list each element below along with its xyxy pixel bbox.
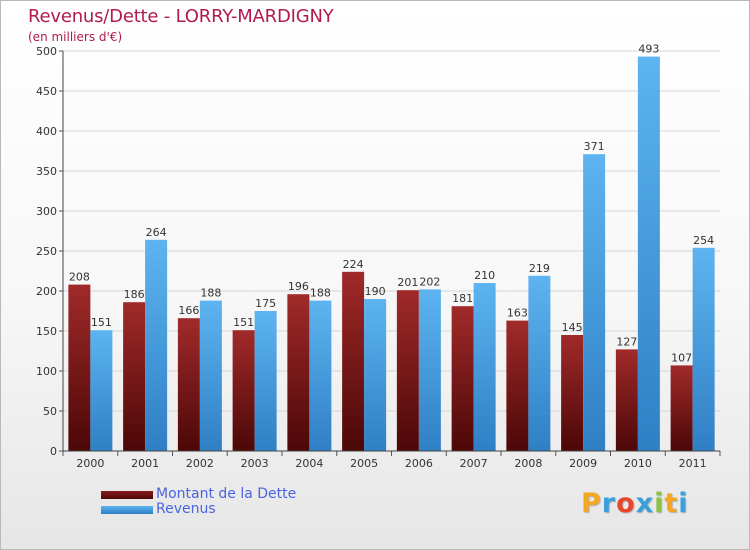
y-tick-label: 50 bbox=[43, 405, 57, 418]
bar-dette bbox=[561, 335, 584, 451]
y-tick-label: 150 bbox=[36, 325, 57, 338]
y-tick-label: 100 bbox=[36, 365, 57, 378]
bar-revenus bbox=[583, 154, 606, 451]
data-label-revenus: 151 bbox=[91, 316, 112, 329]
data-label-dette: 127 bbox=[616, 335, 637, 348]
data-label-dette: 201 bbox=[397, 276, 418, 289]
data-label-revenus: 219 bbox=[529, 262, 550, 275]
bar-dette bbox=[506, 320, 529, 451]
data-label-dette: 224 bbox=[343, 258, 364, 271]
data-label-revenus: 210 bbox=[474, 269, 495, 282]
data-label-revenus: 493 bbox=[638, 43, 659, 56]
bar-revenus bbox=[637, 56, 660, 451]
y-tick-label: 300 bbox=[36, 205, 57, 218]
data-label-dette: 186 bbox=[124, 288, 145, 301]
bar-dette bbox=[451, 306, 474, 451]
proxiti-logo[interactable]: Proxiti bbox=[581, 488, 689, 519]
data-label-revenus: 264 bbox=[146, 226, 167, 239]
y-tick-label: 500 bbox=[36, 45, 57, 58]
bar-revenus bbox=[309, 300, 332, 451]
legend-label-revenus: Revenus bbox=[156, 501, 216, 517]
bar-revenus bbox=[692, 247, 715, 451]
bar-revenus bbox=[90, 330, 113, 451]
data-label-dette: 163 bbox=[507, 307, 528, 320]
bar-revenus bbox=[473, 283, 496, 451]
data-label-dette: 151 bbox=[233, 316, 254, 329]
bar-dette bbox=[615, 349, 638, 451]
x-tick-label: 2004 bbox=[295, 457, 323, 470]
x-tick-label: 2008 bbox=[514, 457, 542, 470]
bar-revenus bbox=[418, 289, 441, 451]
data-label-revenus: 175 bbox=[255, 297, 276, 310]
data-label-revenus: 371 bbox=[584, 140, 605, 153]
x-tick-label: 2003 bbox=[241, 457, 269, 470]
bar-dette bbox=[670, 365, 693, 451]
bar-dette bbox=[177, 318, 200, 451]
data-label-dette: 166 bbox=[178, 304, 199, 317]
bar-dette bbox=[342, 271, 365, 451]
bar-dette bbox=[396, 290, 419, 451]
y-tick-label: 400 bbox=[36, 125, 57, 138]
bar-dette bbox=[287, 294, 310, 451]
y-tick-label: 200 bbox=[36, 285, 57, 298]
bar-dette bbox=[232, 330, 255, 451]
x-tick-label: 2010 bbox=[624, 457, 652, 470]
data-label-revenus: 188 bbox=[310, 287, 331, 300]
chart-subtitle: (en milliers d'€) bbox=[28, 30, 123, 44]
data-label-dette: 181 bbox=[452, 292, 473, 305]
data-label-revenus: 202 bbox=[419, 275, 440, 288]
legend-swatch-revenus bbox=[101, 506, 153, 514]
data-label-revenus: 254 bbox=[693, 234, 714, 247]
data-label-dette: 208 bbox=[69, 271, 90, 284]
y-tick-label: 250 bbox=[36, 245, 57, 258]
x-tick-label: 2005 bbox=[350, 457, 378, 470]
x-tick-label: 2000 bbox=[76, 457, 104, 470]
data-label-revenus: 188 bbox=[200, 287, 221, 300]
x-tick-label: 2007 bbox=[460, 457, 488, 470]
bar-dette bbox=[68, 284, 91, 451]
bar-revenus bbox=[528, 275, 551, 451]
legend-label-dette: Montant de la Dette bbox=[156, 486, 297, 502]
x-tick-label: 2001 bbox=[131, 457, 159, 470]
x-tick-label: 2009 bbox=[569, 457, 597, 470]
x-tick-label: 2006 bbox=[405, 457, 433, 470]
bar-revenus bbox=[254, 311, 277, 451]
legend-swatch-dette bbox=[101, 491, 153, 499]
x-tick-label: 2011 bbox=[679, 457, 707, 470]
data-label-dette: 145 bbox=[562, 321, 583, 334]
chart-title: Revenus/Dette - LORRY-MARDIGNY bbox=[28, 6, 334, 27]
data-label-revenus: 190 bbox=[365, 285, 386, 298]
y-tick-label: 450 bbox=[36, 85, 57, 98]
y-tick-label: 0 bbox=[50, 445, 57, 458]
data-label-dette: 107 bbox=[671, 351, 692, 364]
bar-revenus bbox=[145, 239, 168, 451]
bar-dette bbox=[123, 302, 146, 451]
bar-revenus bbox=[364, 299, 387, 451]
bar-revenus bbox=[199, 300, 222, 451]
data-label-dette: 196 bbox=[288, 280, 309, 293]
y-tick-label: 350 bbox=[36, 165, 57, 178]
x-tick-label: 2002 bbox=[186, 457, 214, 470]
